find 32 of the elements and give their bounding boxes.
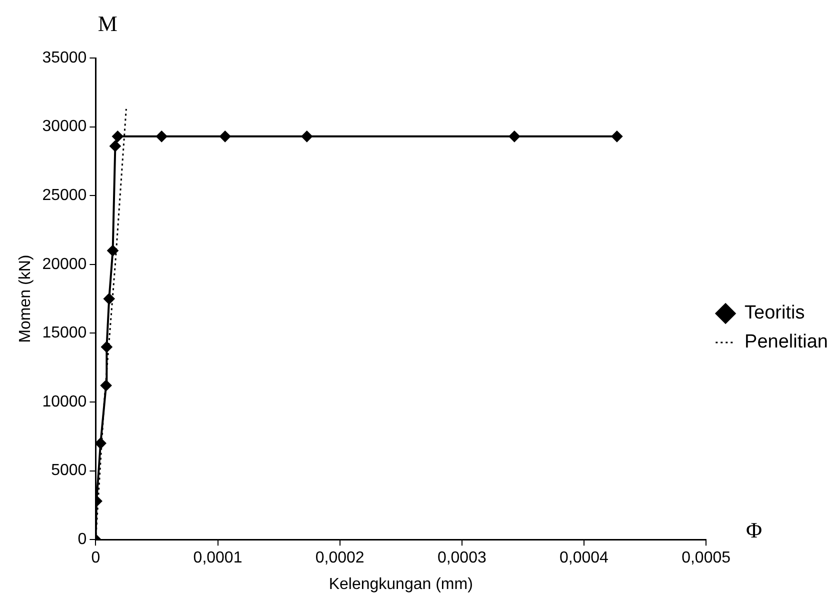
y-tick-label: 35000: [42, 49, 87, 66]
legend-label: Teoritis: [744, 302, 805, 324]
point: [112, 130, 124, 142]
x-tick-label: 0,0005: [682, 550, 731, 567]
x-tick-label: 0,0004: [560, 550, 609, 567]
point: [220, 130, 231, 142]
point: [508, 130, 520, 142]
y-tick-label: 20000: [42, 256, 87, 273]
text: M: [98, 10, 118, 36]
x-tick-label: 0,0001: [193, 550, 242, 567]
x-tick-label: 0: [91, 550, 100, 567]
text: Φ: [746, 517, 762, 542]
y-axis-title: Momen (kN): [17, 254, 34, 343]
y-tick-label: 30000: [42, 118, 87, 136]
point: [101, 341, 112, 352]
legend-label: Penelitian: [744, 332, 828, 353]
y-tick-label: 15000: [42, 324, 87, 342]
x-tick-label: 0,0003: [437, 550, 486, 567]
point: [107, 245, 118, 256]
y-tick-label: 25000: [42, 187, 87, 204]
y-tick-label: 0: [78, 531, 87, 548]
y-tick-label: 5000: [51, 462, 87, 480]
point: [611, 130, 622, 142]
point: [110, 140, 121, 152]
x-tick-label: 0,0002: [315, 550, 364, 567]
point: [104, 293, 115, 304]
point: [100, 380, 112, 391]
y-tick-label: 10000: [42, 393, 87, 410]
x-axis-title: Kelengkungan (mm): [328, 576, 473, 593]
point: [156, 130, 168, 142]
point: [301, 130, 312, 142]
point: [96, 438, 106, 449]
